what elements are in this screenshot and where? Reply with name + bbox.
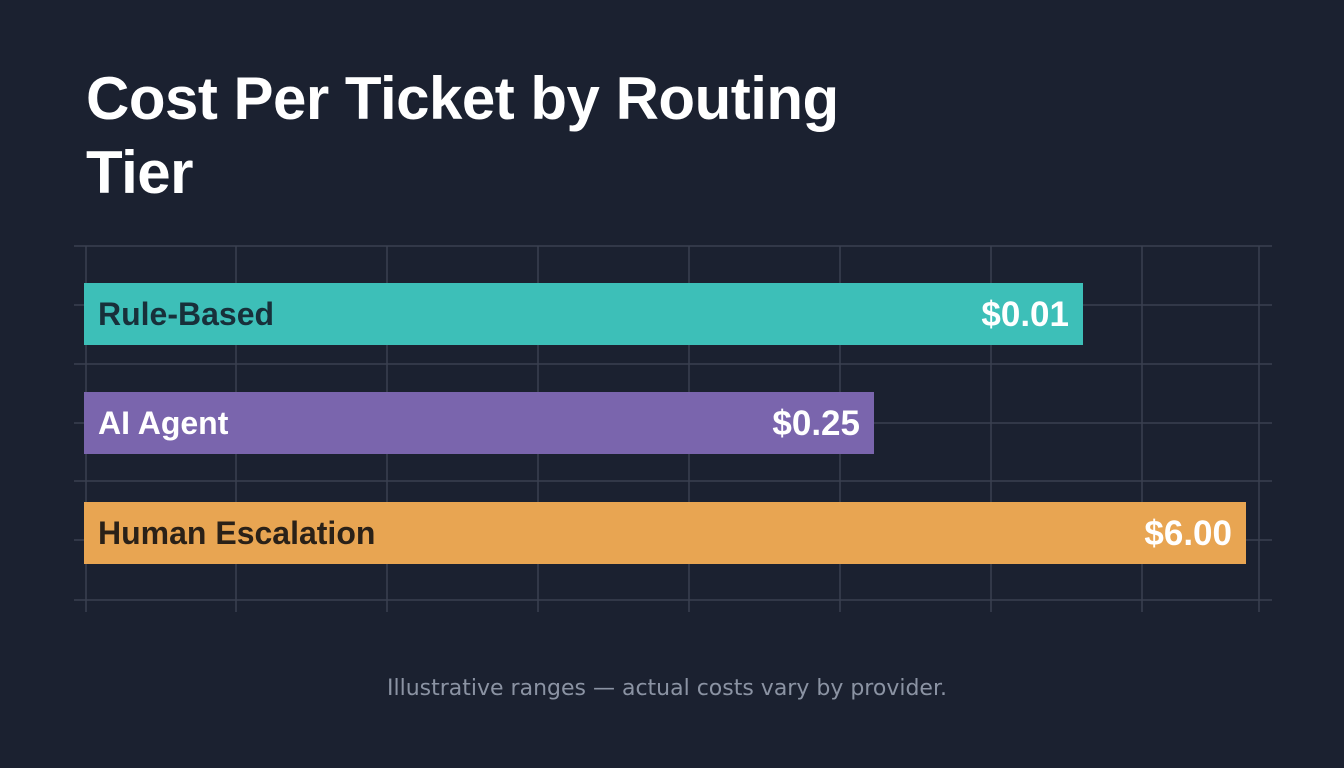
bar-group: Rule-Based $0.01 [84,283,1083,345]
chart-title: Cost Per Ticket by Routing Tier [86,65,839,206]
bar-value-label: $0.01 [981,295,1069,334]
bar [84,392,874,454]
bar-value-label: $6.00 [1144,514,1232,553]
bar-group: Human Escalation $6.00 [84,502,1246,564]
bars: Rule-Based $0.01 AI Agent $0.25 Human Escala… [84,283,1246,564]
bar-category-label: Rule-Based [98,296,274,332]
bar [84,283,1083,345]
bar-category-label: AI Agent [98,405,229,441]
bar-chart: Rule-Based $0.01 AI Agent $0.25 Human Escala… [74,245,1272,612]
bar-group: AI Agent $0.25 [84,392,874,454]
footnote: Illustrative ranges — actual costs vary … [387,676,947,701]
bar-value-label: $0.25 [772,404,860,443]
bar [84,502,1246,564]
bar-category-label: Human Escalation [98,515,375,551]
